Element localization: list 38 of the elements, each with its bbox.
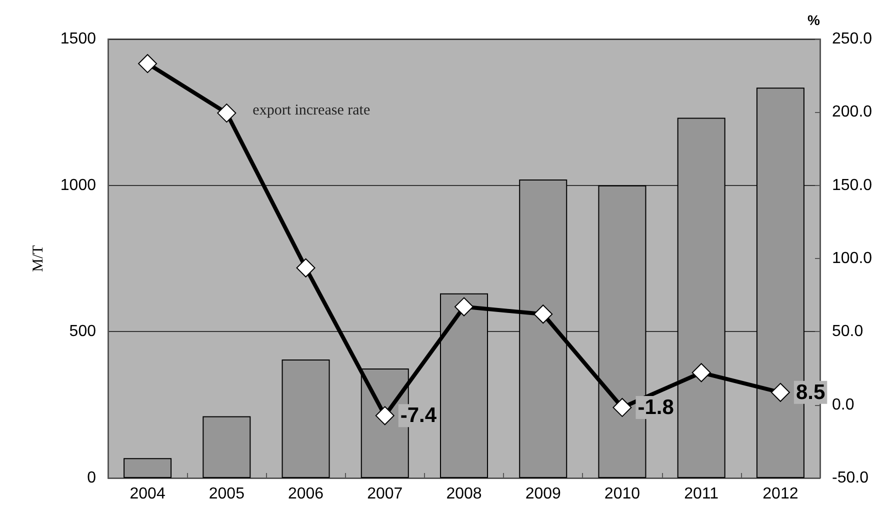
x-tick-label: 2009 — [525, 486, 562, 502]
x-tick-label: 2004 — [130, 486, 166, 502]
x-tick-label: 2006 — [288, 486, 324, 502]
data-label: 8.5 — [796, 380, 826, 404]
y-axis-title: M/T — [30, 245, 46, 272]
point — [612, 398, 632, 417]
data-label: -1.8 — [638, 396, 674, 419]
y2-tick-label: 100.0 — [832, 250, 872, 267]
point — [534, 304, 553, 324]
y-tick-label: 0 — [87, 470, 96, 486]
series-label: export increase rate — [252, 102, 370, 119]
y2-tick-label: 150.0 — [832, 176, 872, 194]
x-tick-label: 2010 — [604, 486, 640, 502]
y2-axis-title: % — [808, 12, 821, 28]
x-tick-label: 2011 — [684, 486, 719, 502]
y-tick-label: 1500 — [60, 30, 96, 48]
y2-tick-label: -50.0 — [832, 470, 869, 486]
point — [454, 297, 474, 316]
y2-tick-label: 50.0 — [832, 323, 864, 340]
x-tick-label: 2008 — [446, 486, 482, 502]
bar — [282, 359, 330, 478]
x-tick-label: 2012 — [762, 486, 798, 502]
point — [138, 54, 158, 74]
data-label: -7.4 — [400, 404, 437, 428]
y-tick-label: 500 — [69, 323, 96, 340]
y2-tick-label: 250.0 — [832, 30, 872, 48]
x-tick-label: 2007 — [367, 486, 403, 502]
y2-tick-label: 200.0 — [832, 104, 872, 121]
y-tick-label: 1000 — [60, 176, 96, 194]
bar — [202, 416, 251, 478]
point — [217, 104, 236, 123]
x-tick-label: 2005 — [208, 486, 245, 502]
point — [296, 258, 316, 278]
point — [770, 382, 790, 402]
y2-tick-label: 0.0 — [832, 396, 854, 414]
point — [692, 363, 711, 382]
point — [375, 406, 394, 426]
bar — [124, 458, 172, 478]
